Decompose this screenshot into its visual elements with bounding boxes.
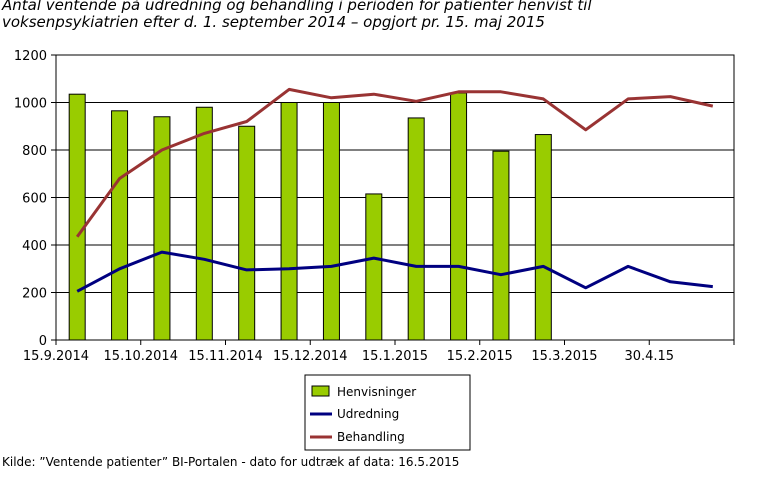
bar-henvisninger (450, 92, 468, 341)
legend-label-behandling: Behandling (337, 430, 405, 444)
x-tick-label: 15.3.2015 (531, 349, 597, 364)
bar-henvisninger (534, 134, 552, 341)
title-line-2: voksenpsykiatrien efter d. 1. september … (2, 13, 545, 31)
x-tick-label: 15.12.2014 (273, 349, 347, 364)
y-tick-label: 800 (22, 144, 47, 159)
bar-henvisninger (111, 110, 129, 341)
y-tick-label: 1200 (14, 49, 47, 64)
bar-series (68, 92, 552, 341)
legend-label-udredning: Udredning (337, 407, 399, 421)
line-behandling (75, 87, 714, 238)
y-tick-label: 400 (22, 239, 47, 254)
chart-title: Antal ventende på udredning og behandlin… (2, 0, 767, 31)
x-tick-label: 15.10.2014 (104, 349, 178, 364)
source-note: Kilde: ”Ventende patienter” BI-Portalen … (2, 455, 460, 469)
line-udredning (76, 250, 713, 293)
legend: Henvisninger Udredning Behandling (304, 374, 471, 451)
bar-henvisninger (365, 193, 383, 341)
legend-swatch-henvisninger (311, 385, 330, 397)
bar-henvisninger (68, 93, 86, 341)
y-tick-label: 200 (22, 287, 47, 302)
bar-henvisninger (280, 102, 298, 341)
bar-henvisninger (407, 117, 425, 341)
bar-henvisninger (322, 102, 340, 341)
axes: 0 200 400 600 800 1000 1200 15.9.2014 15.10.2014… (14, 49, 735, 364)
x-tick-label: 15.9.2014 (23, 349, 89, 364)
y-tick-label: 600 (22, 192, 47, 207)
x-tick-label: 15.2.2015 (447, 349, 513, 364)
x-tick-label: 30.4.15 (624, 349, 674, 364)
bar-henvisninger (195, 106, 213, 341)
legend-label-henvisninger: Henvisninger (337, 385, 416, 399)
line-series (75, 87, 714, 293)
bar-henvisninger (238, 125, 256, 341)
title-line-1: Antal ventende på udredning og behandlin… (2, 0, 592, 14)
bar-henvisninger (492, 150, 510, 341)
x-tick-label: 15.11.2014 (188, 349, 262, 364)
y-tick-label: 1000 (14, 97, 47, 112)
y-tick-label: 0 (39, 334, 47, 349)
bar-henvisninger (153, 116, 171, 341)
x-tick-label: 15.1.2015 (362, 349, 428, 364)
legend-box (304, 374, 471, 451)
